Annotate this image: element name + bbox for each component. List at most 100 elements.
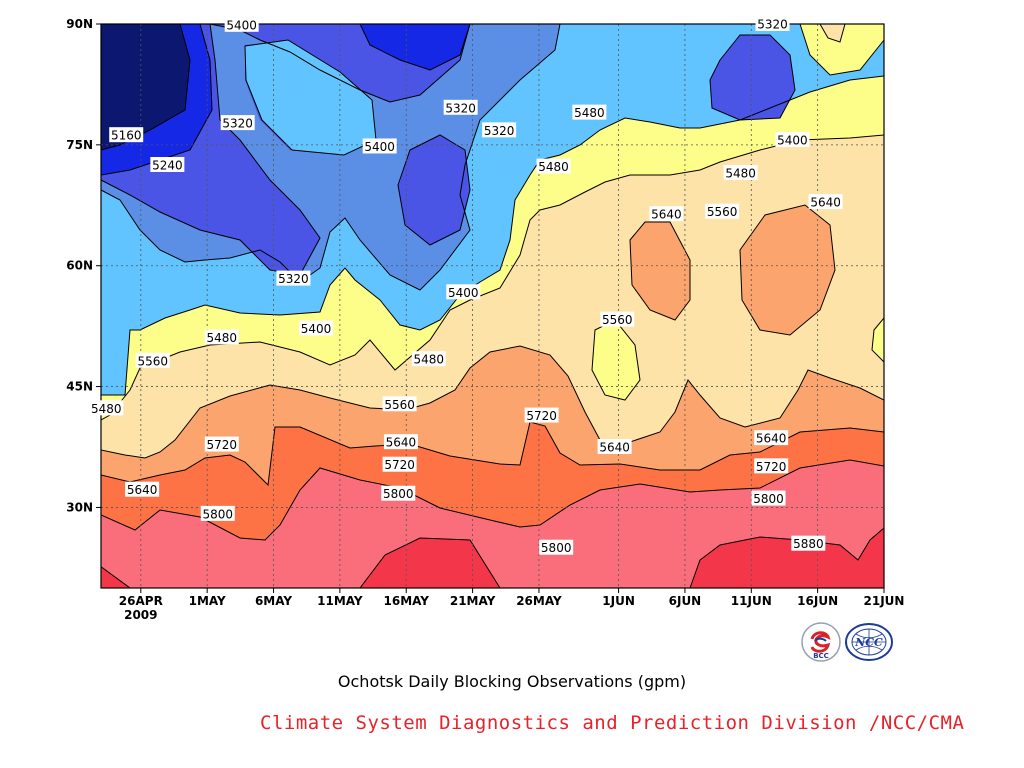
band-5400-hole [245,40,376,155]
contour-label-2: 5320 [443,99,478,115]
contour-labels: 5400 5320 5320 5320 5320 5160 5400 5240 5480 5400… [89,16,843,555]
contour-label-30: 5720 [754,458,789,474]
contour-label-text-33: 5800 [753,492,784,506]
contour-label-text-13: 5560 [707,205,738,219]
contour-label-10: 5480 [536,158,571,174]
contour-label-text-2: 5320 [445,101,476,115]
contour-label-text-31: 5640 [127,483,158,497]
bcc-logo-text: BCC [813,652,829,660]
x-tick-label-6: 26MAY [516,594,562,608]
contour-label-text-29: 5720 [384,458,415,472]
contour-label-13: 5560 [705,203,740,219]
contour-label-bg-25 [204,436,239,452]
x-tick-label-3: 11MAY [317,594,363,608]
contour-label-bg-20 [135,352,170,368]
contour-label-0: 5400 [224,16,259,32]
contour-label-bg-6 [362,138,397,154]
contour-label-bg-26 [383,434,418,450]
contour-label-text-7: 5240 [152,159,183,173]
x-tick-label-10: 16JUN [797,594,838,608]
contour-label-bg-4 [482,122,517,138]
contour-label-text-34: 5800 [203,507,234,521]
contour-label-22: 5480 [89,400,124,416]
cell-5240-north [360,24,470,70]
contour-label-text-23: 5560 [384,398,415,412]
plot-frame [100,23,885,589]
contour-label-text-11: 5480 [725,167,756,181]
contour-chart: 5400 5320 5320 5320 5320 5160 5400 5240 5480 5400… [66,16,904,622]
contour-label-text-15: 5320 [278,272,309,286]
contour-label-bg-2 [443,99,478,115]
y-tick-label-0: 30N [66,500,93,514]
contour-label-bg-19 [298,320,333,336]
contour-label-text-16: 5400 [448,286,479,300]
contour-label-19: 5400 [298,320,333,336]
contour-label-text-14: 5640 [810,196,841,210]
contour-label-29: 5720 [382,456,417,472]
contour-label-1: 5320 [755,16,790,32]
contour-label-text-28: 5640 [756,432,787,446]
x-tick-label-2: 6MAY [255,594,292,608]
contour-label-bg-17 [600,311,635,327]
x-tick-label-9: 11JUN [731,594,772,608]
contour-label-bg-29 [382,456,417,472]
x-tick-label-5: 21MAY [450,594,496,608]
cell-5640-b [740,205,835,335]
cell-5320-east [710,35,795,120]
contour-label-6: 5400 [362,138,397,154]
contour-label-bg-3 [220,115,255,131]
contour-label-7: 5240 [150,157,185,173]
ncc-logo: NCC [845,623,893,661]
x-tick-label-7: 1JUN [602,594,635,608]
contour-label-33: 5800 [751,490,786,506]
contour-label-24: 5720 [524,407,559,423]
contour-label-25: 5720 [204,436,239,452]
contour-label-bg-32 [381,485,416,501]
contour-label-14: 5640 [808,194,843,210]
contour-label-bg-7 [150,157,185,172]
y-axis: 30N 45N 60N 75N 90N [66,17,101,514]
contour-label-text-0: 5400 [226,18,257,32]
contour-label-bg-35 [539,539,574,555]
x-year-label: 2009 [124,608,157,622]
contour-label-text-22: 5480 [91,402,122,416]
contour-label-12: 5640 [649,206,684,222]
contour-label-4: 5320 [482,122,517,138]
contour-label-bg-30 [754,458,789,474]
chart-title: Ochotsk Daily Blocking Observations (gpm… [337,672,687,691]
contour-label-text-19: 5400 [301,322,332,336]
contour-label-text-3: 5320 [222,117,253,131]
contour-label-bg-14 [808,194,843,210]
contour-label-bg-27 [597,439,632,454]
contour-label-bg-34 [200,505,235,521]
contour-label-17: 5560 [600,311,635,327]
contour-label-26: 5640 [383,434,418,450]
contour-label-35: 5800 [539,539,574,555]
contour-label-text-25: 5720 [206,438,237,452]
contour-label-21: 5480 [411,351,446,367]
contour-label-18: 5480 [204,329,239,345]
contour-label-20: 5560 [135,352,170,368]
contour-label-8: 5480 [572,104,607,120]
x-tick-label-0: 26APR [119,594,163,608]
contour-label-3: 5320 [220,115,255,131]
contour-label-text-8: 5480 [574,106,605,120]
contour-label-text-6: 5400 [364,140,395,154]
contour-label-27: 5640 [597,439,632,455]
contour-label-bg-9 [775,132,810,148]
contour-label-text-4: 5320 [484,124,515,138]
y-tick-label-3: 75N [66,138,93,152]
cell-core-west [101,24,190,150]
ncc-logo-text: NCC [854,636,883,649]
contour-label-text-5: 5160 [111,129,142,143]
y-tick-label-1: 45N [66,380,93,394]
contour-label-bg-31 [125,481,160,497]
contour-label-bg-10 [536,158,571,174]
contour-label-text-18: 5480 [206,331,237,345]
contour-label-text-24: 5720 [526,409,557,423]
contour-label-bg-8 [572,104,607,120]
contour-label-bg-36 [791,535,826,551]
contour-label-text-10: 5480 [538,160,569,174]
contour-label-text-9: 5400 [777,134,808,148]
chart-credit: Climate System Diagnostics and Predictio… [260,712,965,734]
